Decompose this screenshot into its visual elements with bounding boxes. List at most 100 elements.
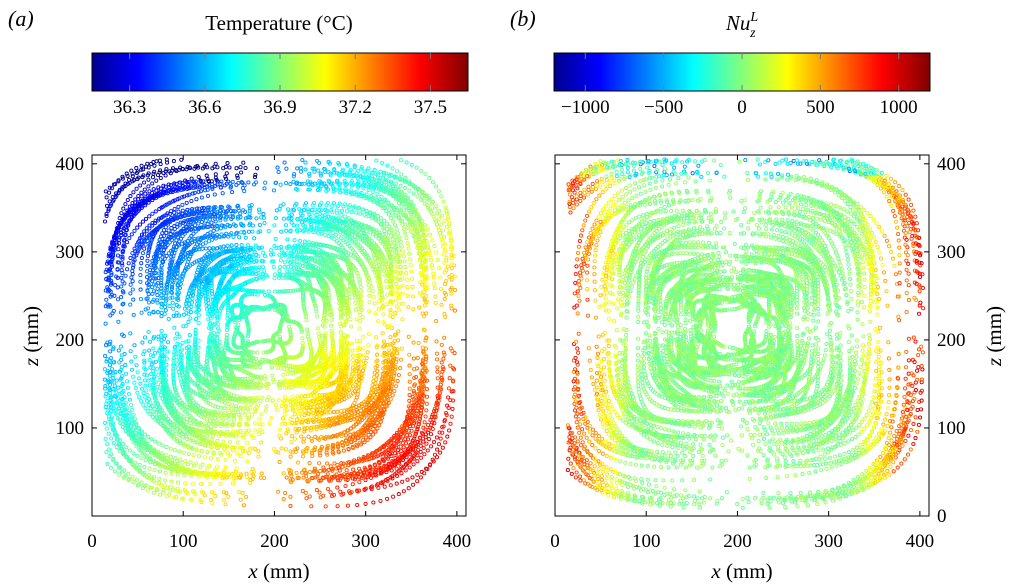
scatter-point (151, 490, 156, 495)
scatter-point (386, 461, 391, 466)
scatter-point (123, 473, 128, 478)
scatter-point (450, 406, 455, 411)
scatter-point (150, 299, 155, 304)
scatter-point (407, 181, 412, 186)
scatter-point (311, 242, 316, 247)
scatter-point (242, 246, 247, 251)
scatter-point (274, 403, 279, 408)
scatter-point (105, 285, 110, 290)
scatter-point (107, 363, 113, 368)
colorbar-a-ticks: 36.3 36.6 36.9 37.2 37.5 (113, 53, 447, 118)
panel-a: (a) Temperature (°C) 36.3 36.6 36.9 37.2 37.… (8, 6, 471, 583)
scatter-point (394, 357, 399, 362)
scatter-point (344, 359, 349, 364)
scatter-point (138, 381, 143, 386)
scatter-point (372, 212, 377, 217)
scatter-point (149, 238, 154, 243)
scatter-point (384, 285, 389, 290)
scatter-point (230, 481, 236, 486)
scatter-point (128, 349, 133, 354)
scatter-point (148, 412, 153, 417)
scatter-point (363, 169, 368, 174)
scatter-point (450, 398, 456, 403)
scatter-point (324, 410, 329, 415)
scatter-point (320, 213, 325, 218)
scatter-point (208, 230, 213, 235)
scatter-point (380, 481, 385, 486)
scatter-point (325, 452, 330, 457)
scatter-point (177, 489, 182, 494)
scatter-point (288, 371, 293, 376)
scatter-point (145, 161, 150, 166)
scatter-point (244, 494, 249, 499)
scatter-point (304, 318, 309, 323)
scatter-point (164, 230, 169, 236)
scatter-point (335, 478, 341, 483)
scatter-point (401, 464, 406, 469)
scatter-point (288, 494, 293, 499)
scatter-point (226, 305, 231, 310)
scatter-point (257, 416, 262, 421)
scatter-point (224, 171, 229, 176)
scatter-point (132, 380, 137, 385)
scatter-point (156, 372, 161, 377)
scatter-point (255, 166, 260, 171)
scatter-point (218, 423, 223, 429)
scatter-point (371, 266, 376, 271)
scatter-point (375, 426, 380, 431)
scatter-point (420, 293, 425, 298)
scatter-point (109, 186, 114, 191)
scatter-point (246, 450, 251, 456)
scatter-point (284, 181, 289, 186)
scatter-point (191, 453, 196, 458)
scatter-point (130, 367, 135, 372)
scatter-point (398, 366, 403, 371)
scatter-point (328, 410, 333, 415)
scatter-point (394, 281, 399, 287)
scatter-point (387, 224, 392, 229)
scatter-point (336, 203, 341, 209)
scatter-point (452, 288, 458, 293)
scatter-point (131, 480, 136, 485)
scatter-point (146, 329, 151, 334)
scatter-point (139, 429, 144, 434)
scatter-point (144, 275, 150, 280)
scatter-point (130, 407, 135, 412)
scatter-point (288, 454, 293, 459)
scatter-point (159, 277, 164, 282)
scatter-point (205, 193, 211, 198)
scatter-point (129, 275, 134, 280)
scatter-point (215, 214, 220, 219)
scatter-point (118, 310, 124, 315)
scatter-point (414, 240, 419, 245)
scatter-point (142, 470, 147, 475)
scatter-point (248, 480, 253, 485)
scatter-point (192, 346, 197, 351)
scatter-point (400, 283, 405, 288)
scatter-point (448, 398, 453, 403)
scatter-point (391, 231, 396, 236)
scatter-point (347, 284, 352, 289)
scatter-point (108, 313, 113, 318)
scatter-point (366, 411, 371, 416)
scatter-point (127, 448, 132, 453)
scatter-point (390, 166, 395, 171)
scatter-point (364, 355, 369, 361)
scatter-point (443, 242, 448, 247)
scatter-point (105, 442, 110, 447)
scatter-point (147, 226, 152, 231)
scatter-point (109, 272, 114, 277)
scatter-point (158, 492, 163, 497)
scatter-point (261, 211, 266, 217)
scatter-point (123, 273, 128, 278)
scatter-point (407, 433, 412, 438)
scatter-point (194, 197, 199, 202)
scatter-point (165, 211, 170, 216)
scatter-point (252, 236, 257, 241)
scatter-point (438, 275, 443, 280)
scatter-point (112, 383, 117, 388)
scatter-point (176, 353, 181, 358)
scatter-point (372, 467, 377, 472)
scatter-point (407, 372, 412, 377)
scatter-point (240, 491, 245, 496)
